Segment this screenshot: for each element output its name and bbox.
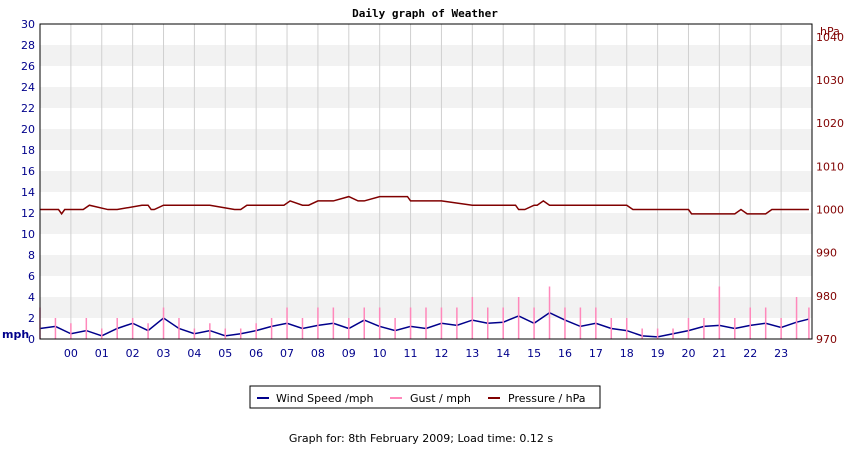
background-band <box>40 234 812 255</box>
left-tick-label: 10 <box>21 228 35 241</box>
x-tick-label: 22 <box>743 347 757 360</box>
x-tick-label: 11 <box>404 347 418 360</box>
left-tick-label: 28 <box>21 39 35 52</box>
left-tick-label: 6 <box>28 270 35 283</box>
x-tick-label: 16 <box>558 347 572 360</box>
x-tick-label: 12 <box>434 347 448 360</box>
vertical-gridlines <box>70 24 782 339</box>
background-band <box>40 45 812 66</box>
left-tick-label: 12 <box>21 207 35 220</box>
background-band <box>40 255 812 276</box>
x-tick-label: 10 <box>373 347 387 360</box>
x-tick-label: 18 <box>620 347 634 360</box>
x-tick-label: 19 <box>651 347 665 360</box>
left-axis-unit: mph <box>2 328 29 341</box>
left-tick-label: 8 <box>28 249 35 262</box>
x-tick-label: 23 <box>774 347 788 360</box>
x-tick-label: 15 <box>527 347 541 360</box>
series-layer <box>39 195 810 339</box>
right-tick-label: 980 <box>816 290 837 303</box>
left-tick-label: 24 <box>21 81 35 94</box>
background-band <box>40 213 812 234</box>
background-band <box>40 129 812 150</box>
plot-frame <box>39 23 813 340</box>
left-tick-label: 2 <box>28 312 35 325</box>
background-band <box>40 150 812 171</box>
left-tick-label: 4 <box>28 291 35 304</box>
plot-background <box>40 24 812 339</box>
left-tick-label: 30 <box>21 18 35 31</box>
graph-footer: Graph for: 8th February 2009; Load time:… <box>289 432 554 445</box>
x-tick-label: 00 <box>64 347 78 360</box>
chart-title: Daily graph of Weather <box>352 7 498 20</box>
legend-wind-speed-label: Wind Speed /mph <box>276 392 374 405</box>
x-tick-label: 05 <box>218 347 232 360</box>
x-tick-label: 13 <box>465 347 479 360</box>
left-tick-label: 20 <box>21 123 35 136</box>
right-tick-label: 1030 <box>816 74 844 87</box>
x-tick-label: 04 <box>187 347 201 360</box>
right-tick-label: 1000 <box>816 204 844 217</box>
x-tick-label: 03 <box>157 347 171 360</box>
left-tick-label: 26 <box>21 60 35 73</box>
x-tick-label: 07 <box>280 347 294 360</box>
left-tick-label: 18 <box>21 144 35 157</box>
background-band <box>40 108 812 129</box>
legend-box <box>249 385 601 409</box>
right-tick-label: 970 <box>816 333 837 346</box>
left-tick-label: 22 <box>21 102 35 115</box>
x-tick-label: 09 <box>342 347 356 360</box>
right-tick-label: 1010 <box>816 160 844 173</box>
x-tick-label: 08 <box>311 347 325 360</box>
background-band <box>40 87 812 108</box>
background-band <box>40 24 812 45</box>
right-tick-label: 1020 <box>816 117 844 130</box>
series-pressure-hpa <box>40 195 809 216</box>
background-band <box>40 192 812 213</box>
x-tick-label: 06 <box>249 347 263 360</box>
x-tick-label: 02 <box>126 347 140 360</box>
left-tick-label: 14 <box>21 186 35 199</box>
x-tick-label: 17 <box>589 347 603 360</box>
x-tick-label: 20 <box>681 347 695 360</box>
right-axis-unit: hPa <box>820 25 840 38</box>
x-tick-label: 14 <box>496 347 510 360</box>
background-band <box>40 66 812 87</box>
right-axis: 970 980 990 1000 1010 1020 1030 1040 <box>816 31 844 346</box>
background-band <box>40 171 812 192</box>
x-axis: 00 01 02 03 04 05 06 07 08 09 10 11 12 13 14 15 16 17 18 19… <box>64 347 788 360</box>
pressure-line <box>40 195 809 216</box>
legend-pressure-label: Pressure / hPa <box>508 392 586 405</box>
x-tick-label: 01 <box>95 347 109 360</box>
left-tick-label: 16 <box>21 165 35 178</box>
background-band <box>40 276 812 297</box>
right-tick-label: 1040 <box>816 31 844 44</box>
legend: Wind Speed /mph Gust / mph Pressure / hP… <box>249 385 601 409</box>
left-tick-label: 0 <box>28 333 35 346</box>
x-tick-label: 21 <box>712 347 726 360</box>
legend-gust-label: Gust / mph <box>410 392 471 405</box>
right-tick-label: 990 <box>816 247 837 260</box>
